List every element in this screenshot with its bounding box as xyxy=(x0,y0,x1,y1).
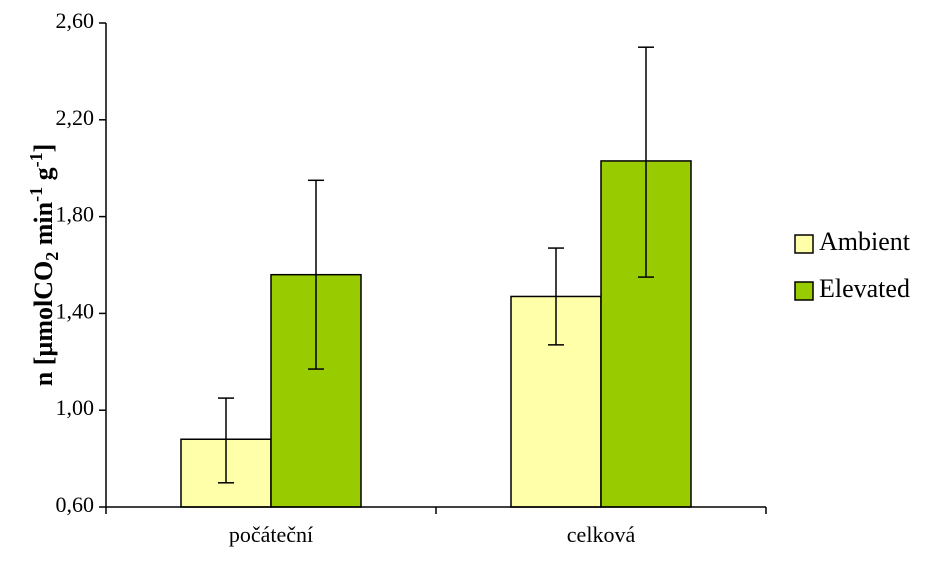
y-axis-label: n [µmolCO2 min-1 g-1] xyxy=(26,144,62,387)
legend-swatch-elevated xyxy=(794,281,814,301)
bars-layer xyxy=(180,160,692,508)
axes-layer: počáteční celková 0,60 1,00 1,40 1,80 2,20 2,60 xyxy=(56,8,767,547)
y-axis-label-subscript: 2 xyxy=(42,252,62,261)
y-axis-label-prefix: n [µmolCO xyxy=(29,261,58,386)
y-tick-label: 1,00 xyxy=(56,395,95,420)
y-tick-label: 1,40 xyxy=(56,298,95,323)
legend-label-elevated: Elevated xyxy=(819,274,910,303)
legend-label-ambient: Ambient xyxy=(819,227,911,256)
y-axis-label-superscript-1: -1 xyxy=(26,187,46,202)
x-tick-label: celková xyxy=(567,522,636,547)
x-tick-label: počáteční xyxy=(229,522,313,547)
y-axis-label-mid1: min xyxy=(29,201,58,251)
y-axis-label-mid2: g xyxy=(29,167,58,187)
y-tick-label: 2,60 xyxy=(56,8,95,33)
error-bars-layer xyxy=(218,46,654,484)
legend: Ambient Elevated xyxy=(794,227,911,303)
y-tick-label: 0,60 xyxy=(56,492,95,517)
y-axis-label-superscript-2: -1 xyxy=(26,152,46,167)
y-tick-label: 2,20 xyxy=(56,105,95,130)
y-tick-label: 1,80 xyxy=(56,202,95,227)
y-axis-label-suffix: ] xyxy=(29,144,58,153)
legend-swatch-ambient xyxy=(794,234,814,254)
